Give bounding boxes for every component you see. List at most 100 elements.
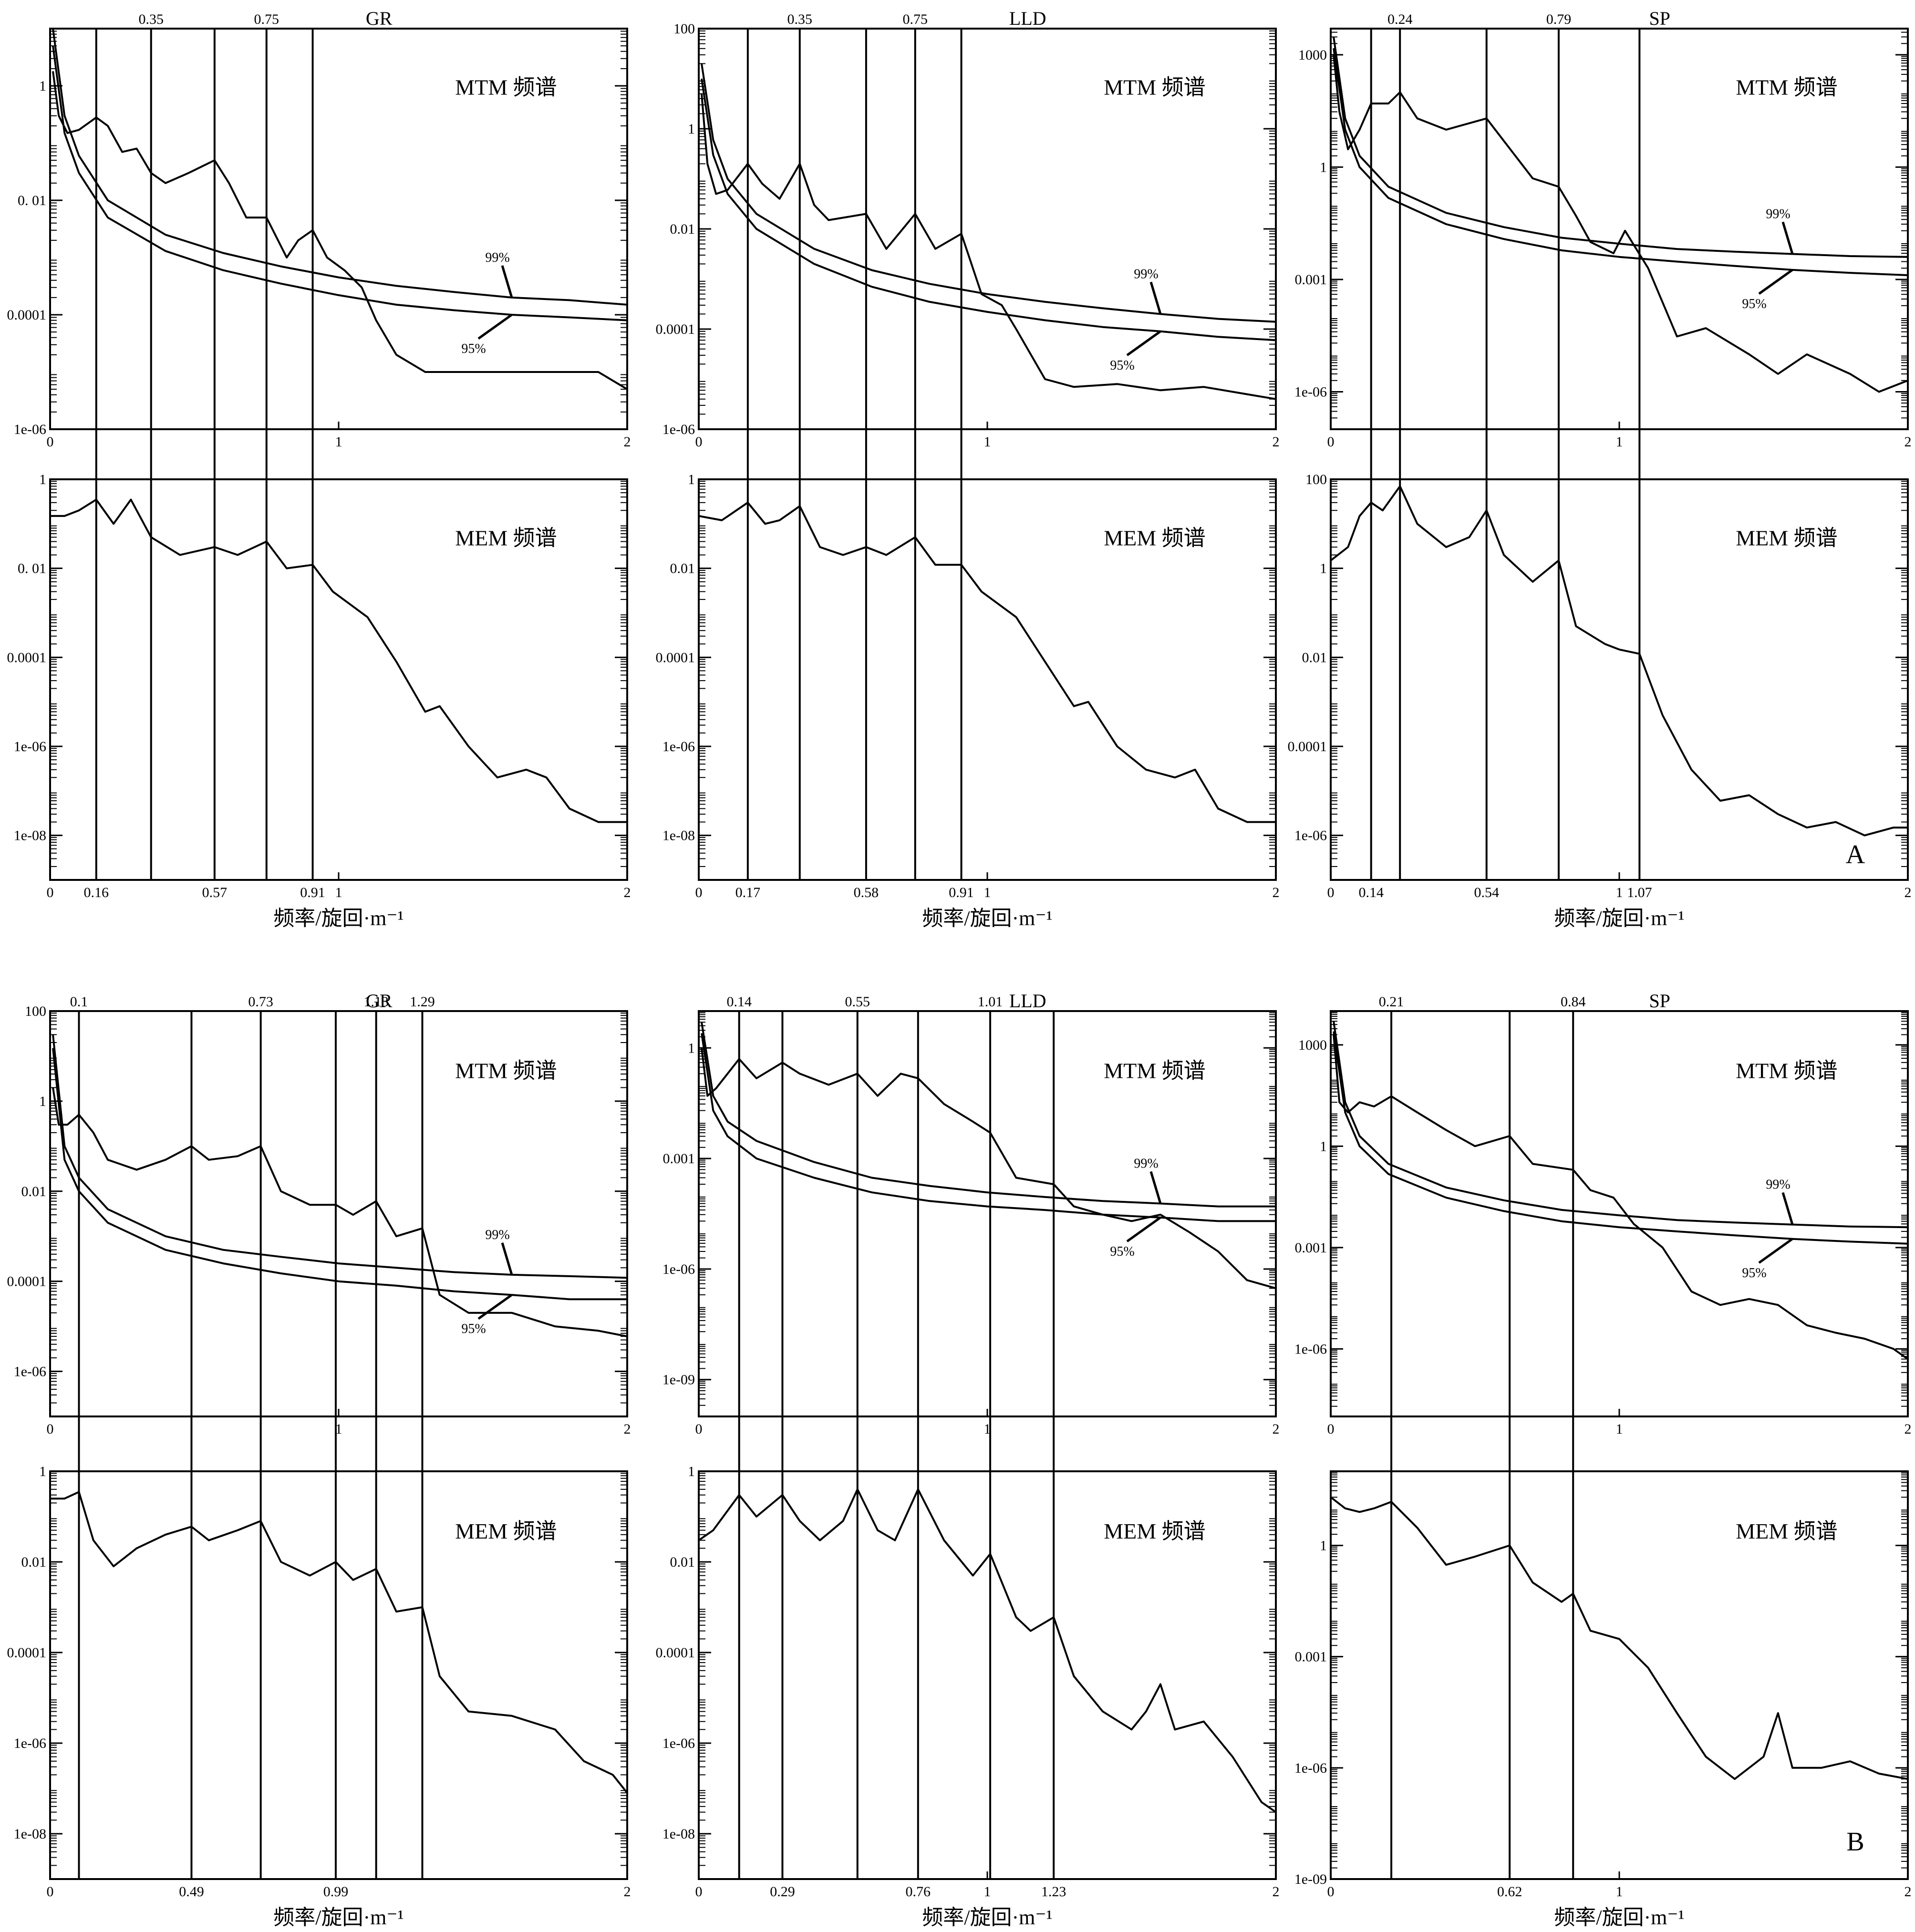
spectrum-line: [698, 1488, 1277, 1813]
spectrum-title: MTM 频谱: [1104, 75, 1205, 100]
x-tick-label: 0.91: [300, 885, 325, 900]
spectrum-line: [50, 1491, 628, 1794]
vlines-a-lld: [746, 29, 963, 880]
confidence-99-line: [701, 63, 1276, 323]
label-99: 99%: [1134, 267, 1158, 281]
y-tick-label: 1e-06: [662, 739, 695, 754]
x-axis-label: 频率/旋回·m⁻¹: [922, 1906, 1053, 1929]
label-95: 95%: [1110, 358, 1134, 373]
x-tick-label: 0.16: [84, 885, 109, 900]
x-tick-label: 2: [1905, 1421, 1912, 1437]
confidence-95-line: [1333, 48, 1908, 276]
y-tick-label: 100: [25, 1003, 46, 1019]
y-tick-label: 0.001: [1295, 1649, 1327, 1665]
x-tick-label: 0: [47, 1884, 54, 1900]
spectrum-title: MEM 频谱: [1736, 1519, 1837, 1543]
y-tick-label: 1e-06: [1294, 1760, 1327, 1776]
y-tick-label: 1e-06: [662, 1261, 695, 1277]
y-tick-label: 100: [673, 21, 695, 37]
y-tick-label: 1: [688, 1464, 695, 1479]
confidence-arrow: [1781, 1192, 1794, 1225]
label-99: 99%: [1766, 207, 1790, 221]
y-tick-label: 0.01: [1302, 650, 1327, 665]
vlines-a-gr: [95, 29, 314, 880]
y-tick-label: 0.01: [670, 221, 695, 237]
y-tick-label: 1e-08: [14, 1826, 46, 1842]
y-tick-label: 1e-06: [1294, 384, 1327, 400]
label-95: 95%: [461, 1322, 486, 1336]
spectrum-title: MEM 频谱: [1104, 526, 1205, 550]
x-tick-label: 0: [1327, 885, 1335, 900]
log-name: SP: [1649, 8, 1670, 29]
x-tick-label: 1: [984, 1884, 991, 1900]
y-tick-label: 1: [1320, 159, 1327, 175]
top-mark-label: 0.75: [903, 11, 928, 27]
x-tick-label: 2: [1273, 885, 1280, 900]
y-tick-label: 0.0001: [1288, 739, 1327, 754]
top-mark-label: 0.21: [1379, 994, 1404, 1010]
plot-a-sp-mtm: 1000 1 0.001 1e-06 0 1 2 0.24 0.79 MTM 频谱 99% 95% SP: [1294, 8, 1912, 450]
y-tick-label: 0.001: [1295, 1240, 1327, 1256]
plot-a-sp-mem: 100 1 0.01 0.0001 1e-06 0 0.14 0.54 1 1.07 2 MEM 频谱…: [1288, 472, 1912, 930]
top-mark-label: 0.14: [726, 994, 752, 1010]
y-tick-label: 1e-08: [662, 1826, 695, 1842]
plot-a-lld-mem: 1 0.01 0.0001 1e-06 1e-08 0 0.17 0.58 0.91 1 2 MEM …: [656, 472, 1280, 930]
y-tick-label: 1: [1320, 1538, 1327, 1553]
x-tick-label: 0.99: [323, 1884, 349, 1900]
label-99: 99%: [485, 1228, 509, 1242]
y-tick-label: 1: [688, 1040, 695, 1056]
x-axis-label: 频率/旋回·m⁻¹: [1554, 1906, 1685, 1929]
x-tick-label: 1: [984, 885, 991, 900]
y-tick-label: 1: [39, 472, 46, 487]
spectrum-title: MTM 频谱: [1104, 1058, 1205, 1083]
x-tick-label: 0.17: [735, 885, 761, 900]
x-tick-label: 0: [695, 1884, 703, 1900]
log-name: SP: [1649, 990, 1670, 1012]
label-95: 95%: [461, 341, 486, 356]
top-mark-label: 1.29: [410, 994, 435, 1010]
vlines-b-gr: [78, 1011, 424, 1879]
y-tick-label: 1e-06: [14, 422, 46, 437]
x-tick-label: 2: [1273, 1884, 1280, 1900]
y-tick-label: 0. 01: [18, 561, 46, 577]
x-tick-label: 1.23: [1041, 1884, 1066, 1900]
x-tick-label: 0: [1327, 1421, 1335, 1437]
x-axis-label: 频率/旋回·m⁻¹: [273, 907, 404, 930]
spectrum-line: [1330, 485, 1908, 837]
label-95: 95%: [1742, 1266, 1766, 1281]
spectrum-title: MEM 频谱: [455, 1519, 557, 1543]
y-tick-label: 0.001: [663, 1151, 695, 1167]
label-95: 95%: [1110, 1244, 1134, 1259]
log-name: LLD: [1009, 990, 1046, 1012]
x-tick-label: 1: [1616, 1421, 1623, 1437]
y-tick-label: 1: [688, 121, 695, 137]
y-tick-label: 1: [39, 1464, 46, 1479]
spectrum-line: [52, 1087, 628, 1338]
x-tick-label: 0: [47, 434, 54, 450]
top-mark-label: 0.24: [1387, 11, 1413, 27]
plot-b-sp-mtm: 1000 1 0.001 1e-06 0 1 2 0.21 0.84 MTM 频谱 99% 95% SP: [1294, 990, 1912, 1437]
x-tick-label: 1: [984, 1421, 991, 1437]
x-tick-label: 0: [1327, 434, 1335, 450]
x-tick-label: 0.91: [949, 885, 974, 900]
panel-label-a: A: [1846, 840, 1865, 869]
confidence-arrow: [1758, 1238, 1793, 1264]
top-mark-label: 0.84: [1561, 994, 1586, 1010]
confidence-arrow: [1149, 1171, 1162, 1204]
top-mark-label: 0.55: [845, 994, 870, 1010]
confidence-arrow: [1126, 330, 1161, 356]
x-tick-label: 1: [1616, 885, 1623, 900]
label-99: 99%: [485, 250, 509, 265]
confidence-arrow: [1149, 281, 1162, 315]
spectrum-line: [1333, 1034, 1909, 1360]
spectrum-title: MEM 频谱: [1736, 526, 1837, 550]
confidence-arrow: [501, 265, 513, 298]
x-tick-label: 1: [984, 434, 991, 450]
confidence-99-line: [1333, 37, 1908, 258]
x-tick-label: 0: [695, 1421, 703, 1437]
spectrum-title: MTM 频谱: [455, 75, 557, 100]
spectrum-title: MTM 频谱: [1736, 75, 1837, 100]
plot-frame: [49, 1470, 628, 1880]
